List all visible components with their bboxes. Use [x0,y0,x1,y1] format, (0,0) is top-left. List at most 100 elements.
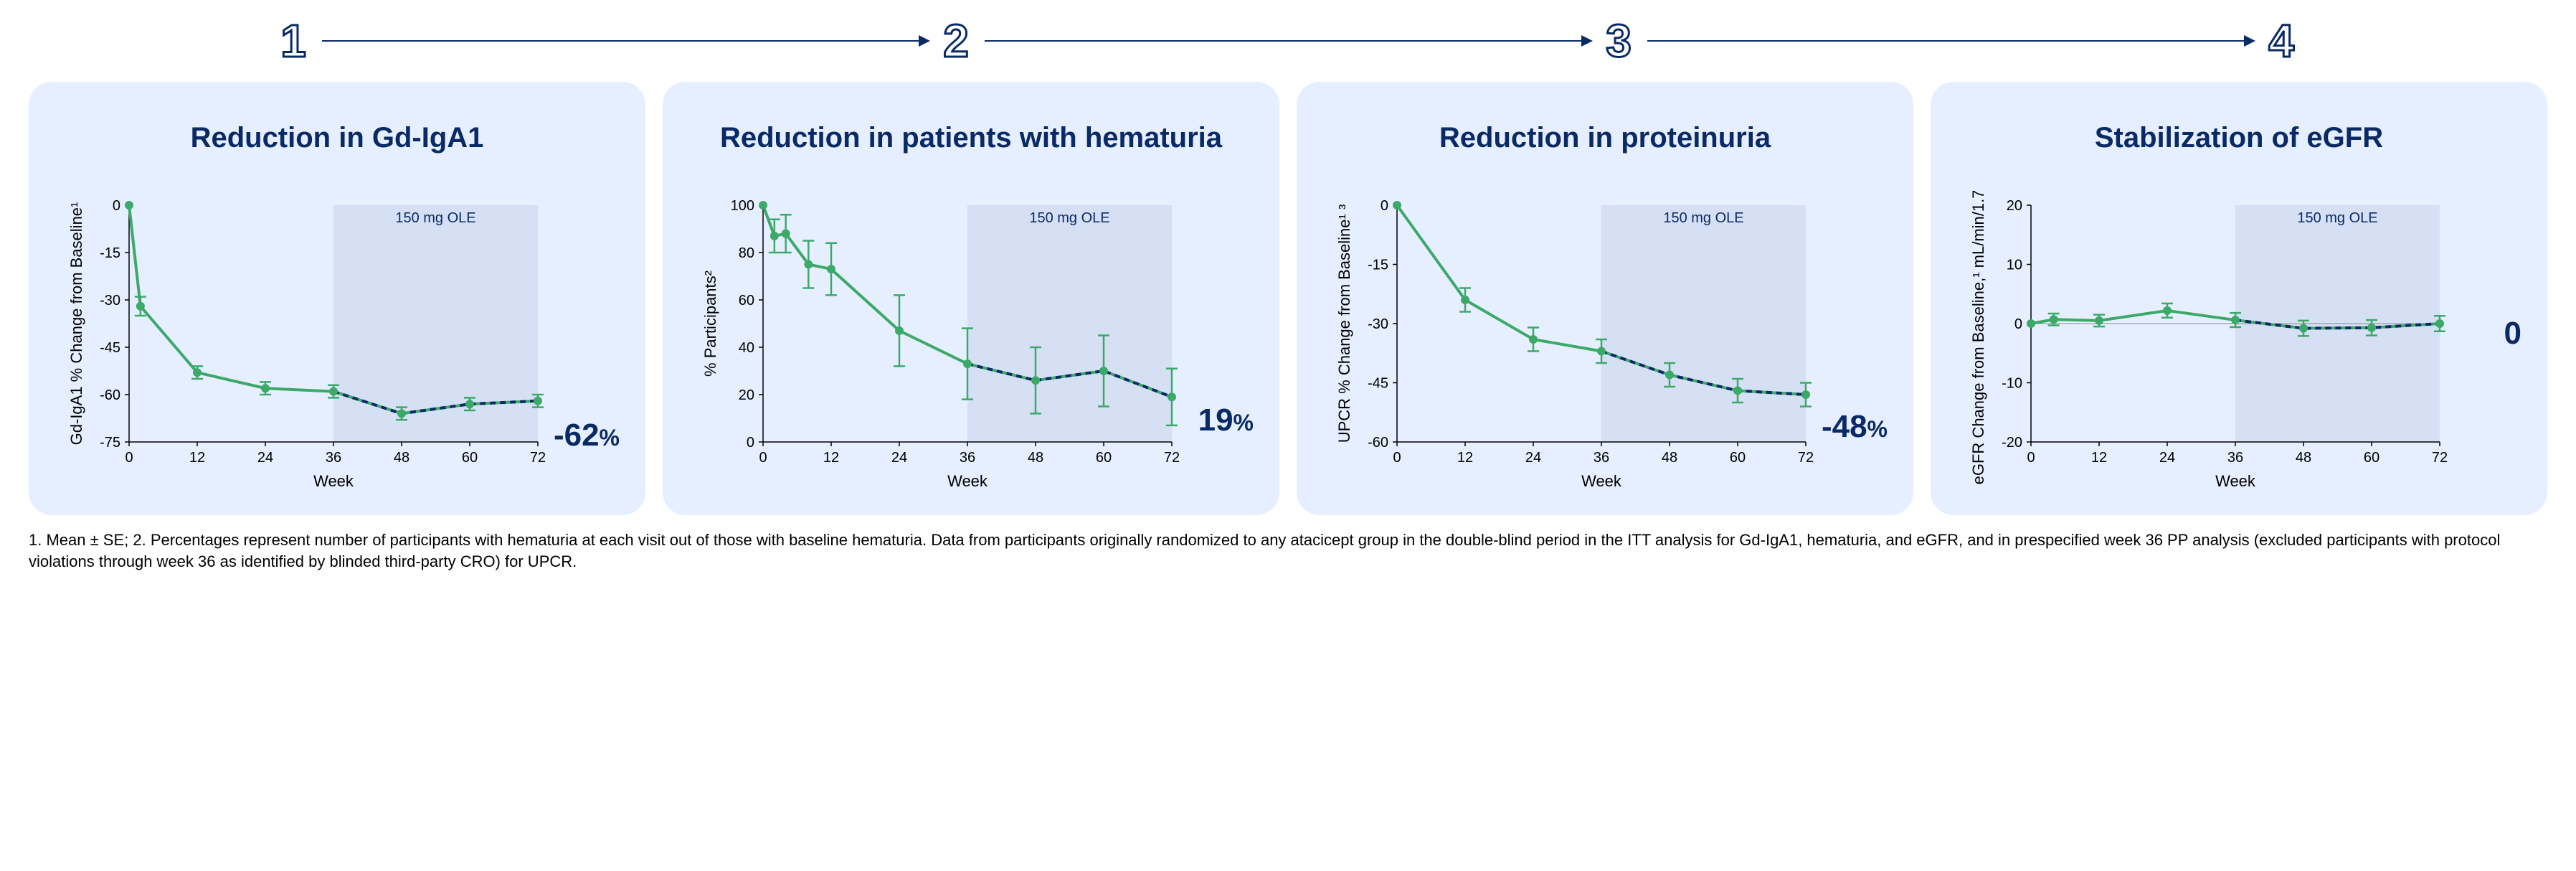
y-tick-label: -60 [100,387,120,403]
chart-wrap: 150 mg OLE-75-60-45-30-150Gd-IgA1 % Chan… [46,191,628,492]
y-tick-label: -30 [1368,316,1388,332]
panel-title: Reduction in patients with hematuria [680,102,1262,174]
x-tick-label: 36 [1594,450,1609,466]
x-tick-label: 48 [394,450,409,466]
data-marker [397,409,406,418]
x-tick-label: 36 [326,450,341,466]
panel-upcr: Reduction in proteinuria150 mg OLE-60-45… [1297,82,1913,515]
x-tick-label: 72 [530,450,546,466]
data-marker [1733,387,1742,395]
chart-egfr: 150 mg OLE-20-1001020eGFR Change from Ba… [1948,191,2530,492]
callout-value: 0 [2504,316,2521,352]
x-tick-label: 48 [2296,450,2311,466]
x-tick-label: 0 [759,450,767,466]
x-tick-label: 24 [891,450,907,466]
step-number-2: 2 [943,14,970,67]
chart-wrap: 150 mg OLE020406080100% Participants²012… [680,191,1262,492]
data-marker [1801,390,1810,399]
y-tick-label: 0 [2014,316,2022,332]
y-tick-label: 20 [739,387,754,403]
y-axis-label: % Participants² [701,270,719,377]
ole-band [1601,205,1806,442]
y-tick-label: 80 [739,245,754,261]
data-marker [782,230,790,238]
ole-label: 150 mg OLE [1663,210,1743,226]
x-tick-label: 60 [1730,450,1746,466]
x-tick-label: 48 [1662,450,1677,466]
panels-container: Reduction in Gd-IgA1 150 mg OLE -75 -60 -45 -… [29,82,2547,515]
data-marker [895,326,904,335]
data-marker [261,384,270,392]
y-tick-label: -10 [2002,376,2022,392]
chart-hematuria: 150 mg OLE020406080100% Participants²012… [680,191,1262,492]
x-axis-label: Week [1581,472,1622,490]
data-marker [1597,347,1606,356]
y-tick-label: 60 [739,293,754,309]
x-axis-label: Week [313,472,354,490]
data-marker [1461,296,1469,304]
x-tick-label: 72 [1798,450,1814,466]
y-tick-label: -15 [1368,258,1388,273]
y-tick-label: -30 [100,293,120,309]
ole-band [967,205,1172,442]
y-tick-label: -20 [2002,435,2022,451]
x-tick-label: 24 [2159,450,2175,466]
step-number-4: 4 [2268,14,2296,67]
callout-value: 19% [1198,402,1254,438]
data-marker [963,359,972,368]
x-tick-label: 72 [1164,450,1180,466]
y-tick-label: 0 [747,435,754,451]
step-number-1: 1 [280,14,308,67]
data-marker [1665,371,1674,380]
y-tick-label: -75 [100,435,120,451]
x-tick-label: 12 [189,450,205,466]
y-axis-label: eGFR Change from Baseline,¹ mL/min/1.73m… [1969,191,1987,484]
data-marker [2231,316,2240,324]
x-tick-label: 60 [462,450,478,466]
y-tick-label: 0 [1381,198,1388,214]
x-tick-label: 60 [2364,450,2380,466]
x-tick-label: 36 [960,450,975,466]
chart-gdiga1: 150 mg OLE-75-60-45-30-150Gd-IgA1 % Chan… [46,191,628,492]
step-arrow [322,40,929,42]
panel-hematuria: Reduction in patients with hematuria 150 … [663,82,1279,515]
y-tick-label: -15 [100,245,120,261]
steps-row: 1 2 3 4 [29,14,2547,82]
callout-value: -62% [554,418,620,453]
x-tick-label: 12 [2091,450,2107,466]
y-tick-label: 10 [2007,258,2022,273]
y-axis-label: UPCR % Change from Baseline¹ ³ [1335,204,1353,443]
data-marker [2435,319,2444,328]
y-tick-label: 20 [2007,198,2022,214]
step-arrow [1647,40,2254,42]
data-marker [1529,335,1538,344]
data-marker [759,201,767,209]
x-axis-label: Week [2215,472,2256,490]
x-tick-label: 24 [257,450,273,466]
x-tick-label: 12 [1457,450,1473,466]
panel-gdiga1: Reduction in Gd-IgA1150 mg OLE-75-60-45-… [29,82,645,515]
data-marker [465,400,474,408]
data-marker [1031,376,1040,385]
data-marker [804,260,813,269]
data-marker [2095,316,2103,325]
step-arrow [985,40,1591,42]
data-marker [136,302,145,311]
data-marker [1099,367,1108,375]
y-axis-label: Gd-IgA1 % Change from Baseline¹ [67,202,85,446]
y-tick-label: -60 [1368,435,1388,451]
x-axis-label: Week [947,472,988,490]
chart-wrap: 150 mg OLE-20-1001020eGFR Change from Ba… [1948,191,2530,492]
callout-value: -48% [1822,409,1888,445]
x-tick-label: 12 [823,450,839,466]
panel-title: Reduction in Gd-IgA1 [46,102,628,174]
x-tick-label: 0 [125,450,133,466]
y-tick-label: -45 [1368,376,1388,392]
ole-label: 150 mg OLE [1029,210,1109,226]
y-tick-label: 100 [731,198,754,214]
ole-band [333,205,538,442]
x-tick-label: 24 [1525,450,1541,466]
step-number-3: 3 [1606,14,1633,67]
data-marker [329,387,338,396]
data-marker [2050,315,2058,324]
